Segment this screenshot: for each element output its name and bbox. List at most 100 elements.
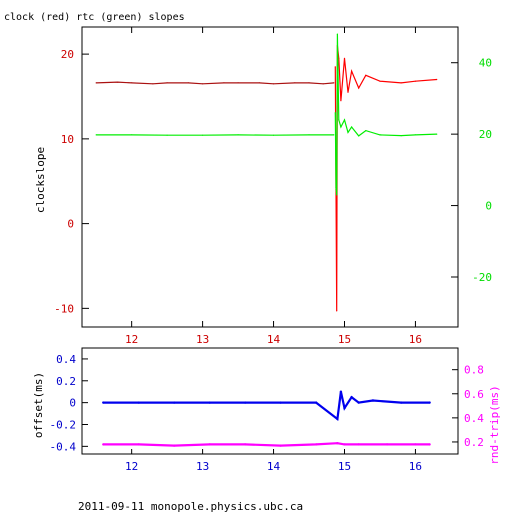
offset-data-point — [371, 399, 375, 402]
slopes-data-point — [333, 134, 335, 136]
offset-data-point — [244, 401, 247, 404]
offset-data-point — [400, 401, 403, 404]
slopes-data-point — [272, 83, 275, 85]
offset-data-point — [102, 401, 105, 404]
slopes-data-point — [187, 82, 189, 84]
slopes-data-point — [336, 194, 338, 196]
offset-data-point — [336, 417, 339, 421]
slopes-data-point — [333, 82, 335, 84]
slopes-data-point — [334, 112, 336, 114]
offset-plot-frame — [81, 347, 459, 455]
offset-y-axis-label: offset(ms) — [32, 372, 45, 438]
offset-data-point — [244, 443, 247, 446]
slopes-data-point — [95, 82, 97, 84]
offset-data-point — [173, 401, 176, 404]
slopes-right-tick-label: 40 — [479, 57, 492, 70]
slopes-x-tick-label: 15 — [338, 333, 351, 346]
offset-series-line — [103, 391, 430, 422]
slopes-series-line — [334, 34, 437, 195]
slopes-data-point — [343, 119, 346, 121]
offset-panel: 12 13 14 15 16 -0.4 -0.2 0 0.2 0.4 0.2 0.4 0.6 0.8 of… — [32, 347, 501, 473]
slopes-right-tick-label: 0 — [485, 200, 492, 213]
offset-y-tick-label: -0.2 — [50, 418, 77, 431]
slopes-data-point — [347, 91, 349, 93]
slopes-data-point — [308, 134, 310, 136]
slopes-data-point — [379, 134, 381, 136]
slopes-data-point — [400, 135, 402, 137]
offset-series-group — [102, 390, 431, 447]
slopes-data-point — [358, 135, 360, 137]
offset-y-tick-label: 0.2 — [56, 375, 76, 388]
slopes-data-point — [379, 80, 381, 82]
slopes-x-tick-label: 12 — [125, 333, 138, 346]
slopes-y-tick-label: -10 — [54, 302, 74, 315]
offset-y-tick-label: -0.4 — [50, 440, 77, 453]
rndtrip-y-tick-label: 0.6 — [464, 388, 484, 401]
offset-x-tick-label: 12 — [125, 460, 138, 473]
offset-data-point — [173, 444, 176, 447]
slopes-data-point — [152, 83, 154, 85]
rndtrip-y-tick-label: 0.4 — [464, 412, 484, 425]
offset-axes: 12 13 14 15 16 -0.4 -0.2 0 0.2 0.4 0.2 0.4 0.6 0.8 — [50, 353, 485, 473]
slopes-data-point — [338, 57, 340, 60]
slopes-data-point — [358, 87, 360, 89]
slopes-data-point — [414, 80, 416, 82]
slopes-data-point — [338, 119, 340, 121]
slopes-data-point — [294, 82, 296, 84]
slopes-data-point — [336, 33, 338, 35]
slopes-data-point — [166, 82, 168, 84]
slopes-y-tick-label: 20 — [61, 48, 74, 61]
slopes-data-point — [272, 134, 275, 136]
offset-data-point — [339, 390, 343, 393]
offset-data-point — [357, 443, 360, 446]
slopes-data-point — [365, 130, 367, 132]
slopes-data-point — [351, 126, 353, 128]
slopes-data-point — [131, 82, 133, 84]
slopes-data-point — [347, 131, 349, 133]
offset-x-tick-label: 13 — [196, 460, 209, 473]
slopes-data-point — [95, 134, 97, 136]
slopes-right-tick-label: -20 — [472, 271, 492, 284]
slopes-plot-frame — [81, 26, 459, 328]
offset-data-point — [350, 396, 353, 399]
slopes-y-axis-label: clockslope — [34, 147, 47, 213]
slopes-x-tick-label: 14 — [267, 333, 281, 346]
footer-host-label: 2011-09-11 monopole.physics.ubc.ca — [78, 500, 303, 512]
rndtrip-y-axis-label: rnd-trip(ms) — [488, 385, 501, 464]
slopes-x-tick-label: 13 — [196, 333, 209, 346]
slopes-series-line — [334, 45, 437, 311]
slopes-data-point — [365, 74, 367, 76]
rndtrip-y-tick-label: 0.2 — [464, 436, 484, 449]
slopes-data-point — [343, 57, 346, 60]
offset-data-point — [414, 443, 417, 446]
offset-y-tick-label: 0 — [69, 397, 76, 410]
slopes-data-point — [116, 81, 119, 83]
slopes-data-point — [336, 310, 338, 312]
slopes-y-tick-label: 0 — [67, 218, 74, 231]
slopes-data-point — [166, 134, 168, 136]
offset-data-point — [208, 401, 211, 404]
slopes-data-point — [436, 133, 438, 135]
slopes-panel: 12 13 14 15 16 -10 0 10 20 -20 0 20 40 clockslope — [34, 26, 492, 346]
slopes-data-point — [308, 82, 310, 84]
slopes-data-point — [340, 126, 342, 128]
offset-data-point — [385, 443, 389, 446]
offset-x-tick-label: 16 — [409, 460, 422, 473]
offset-data-point — [137, 401, 140, 404]
offset-series-line — [103, 442, 430, 447]
slopes-data-point — [202, 134, 204, 136]
slopes-data-point — [340, 100, 342, 102]
offset-data-point — [314, 401, 318, 404]
slopes-data-point — [223, 82, 225, 84]
offset-data-point — [208, 443, 211, 446]
slopes-data-point — [322, 83, 324, 85]
slopes-data-point — [202, 83, 204, 85]
offset-data-point — [137, 443, 140, 446]
offset-data-point — [279, 444, 282, 447]
slopes-right-tick-label: 20 — [479, 128, 492, 141]
slopes-data-point — [400, 82, 402, 84]
slopes-data-point — [436, 78, 438, 81]
offset-x-tick-label: 15 — [338, 460, 351, 473]
slopes-axes: 12 13 14 15 16 -10 0 10 20 -20 0 20 40 — [54, 27, 492, 346]
